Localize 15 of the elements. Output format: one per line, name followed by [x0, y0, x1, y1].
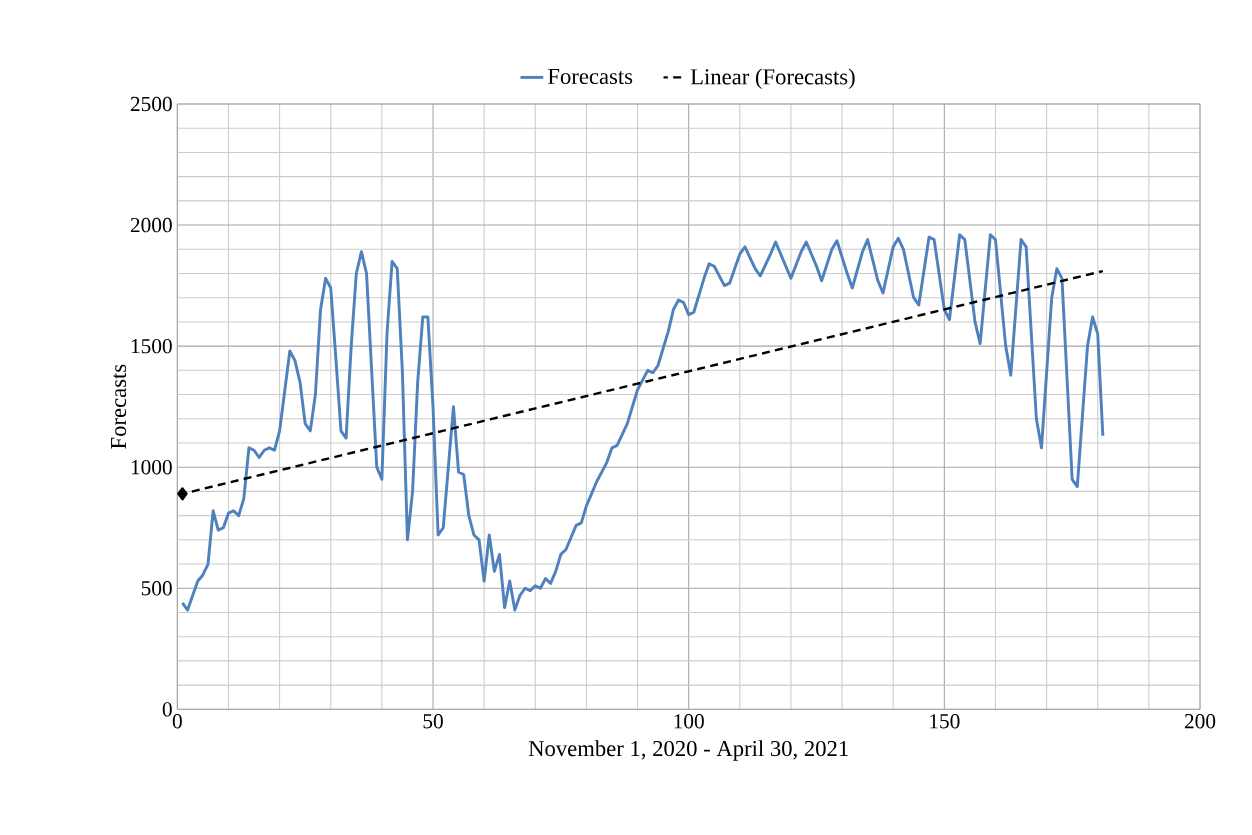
x-tick-label: 50	[423, 714, 443, 729]
y-tick-label: 500	[141, 581, 172, 596]
y-tick-label: 2500	[130, 96, 172, 112]
x-tick-label: 100	[674, 714, 704, 729]
y-tick-label: 1500	[131, 339, 172, 354]
x-axis-title: November 1, 2020 - April 30, 2021	[528, 740, 848, 761]
x-tick-label: 150	[930, 714, 960, 729]
x-tick-label: 200	[1184, 714, 1216, 729]
y-axis-title: Forecasts	[111, 364, 127, 449]
legend-label: Forecasts	[548, 69, 633, 85]
legend-label: Linear (Forecasts)	[690, 68, 855, 90]
y-tick-label: 2000	[130, 218, 172, 233]
y-tick-label: 0	[162, 702, 172, 717]
y-tick-label: 1000	[131, 460, 172, 475]
x-tick-label: 0	[172, 714, 182, 729]
